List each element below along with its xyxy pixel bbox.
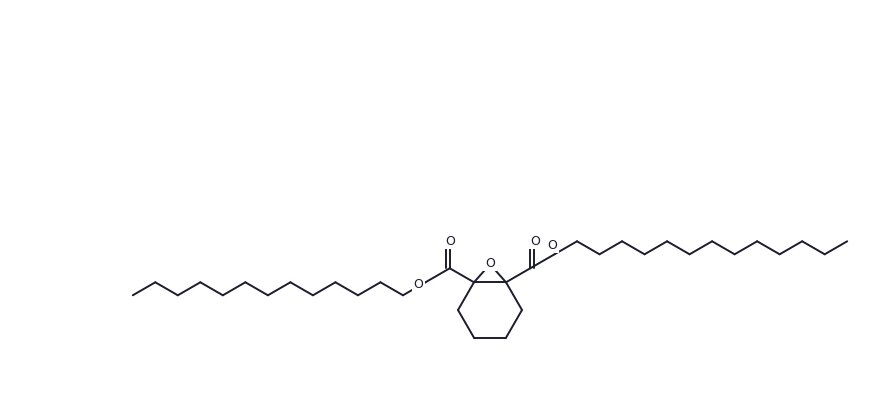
Text: O: O bbox=[531, 235, 540, 248]
Text: O: O bbox=[547, 239, 557, 252]
Text: O: O bbox=[444, 235, 455, 248]
Text: O: O bbox=[414, 278, 423, 291]
Text: O: O bbox=[485, 257, 495, 270]
